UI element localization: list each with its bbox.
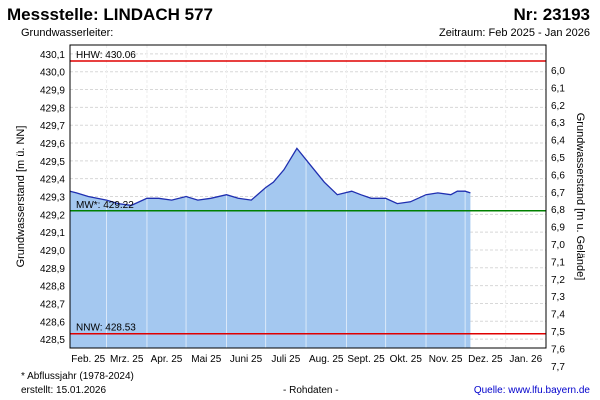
- source-link[interactable]: www.lfu.bayern.de: [508, 385, 590, 396]
- y-right-tick-label: 6,2: [551, 101, 565, 112]
- source-label: Quelle:: [473, 385, 506, 396]
- y-right-tick-label: 7,4: [551, 310, 565, 321]
- y-right-tick-label: 7,2: [551, 275, 565, 286]
- y-right-tick-label: 7,3: [551, 292, 565, 303]
- created-date: erstellt: 15.01.2026: [21, 385, 107, 396]
- y-axis-label-right: Grundwasserstand [m u. Gelände]: [574, 113, 586, 281]
- x-tick-label: Sept. 25: [347, 354, 385, 365]
- mw-line-label: MW*: 429.22: [76, 200, 134, 211]
- y-right-tick-label: 7,1: [551, 257, 565, 268]
- y-right-tick-label: 6,9: [551, 223, 565, 234]
- y-tick-label: 429,1: [40, 228, 65, 239]
- nnw-line-label: NNW: 428.53: [76, 323, 136, 334]
- y-tick-label: 430,0: [40, 68, 65, 79]
- y-tick-label: 428,7: [40, 299, 65, 310]
- y-tick-label: 430,1: [40, 50, 65, 61]
- plot-frame: [69, 44, 547, 349]
- groundwater-line: [69, 147, 471, 207]
- y-tick-label: 428,6: [40, 317, 65, 328]
- x-tick-label: Feb. 25: [71, 354, 105, 365]
- y-right-tick-label: 6,0: [551, 66, 565, 77]
- hhw-line-label: HHW: 430.06: [76, 50, 136, 61]
- x-tick-label: Mrz. 25: [110, 354, 144, 365]
- y-tick-label: 429,7: [40, 121, 65, 132]
- raw-data-note: - Rohdaten -: [283, 385, 339, 396]
- y-tick-label: 429,6: [40, 139, 65, 150]
- y-right-tick-label: 6,4: [551, 136, 565, 147]
- aquifer-label: Grundwasserleiter:: [21, 27, 114, 39]
- x-tick-label: Aug. 25: [309, 354, 344, 365]
- x-tick-label: Okt. 25: [390, 354, 423, 365]
- y-tick-label: 429,2: [40, 210, 65, 221]
- y-right-tick-label: 7,0: [551, 240, 565, 251]
- y-tick-label: 428,8: [40, 282, 65, 293]
- y-right-tick-label: 6,7: [551, 188, 565, 199]
- y-tick-label: 429,3: [40, 193, 65, 204]
- y-right-tick-label: 6,8: [551, 205, 565, 216]
- y-tick-label: 429,0: [40, 246, 65, 257]
- footnote: * Abflussjahr (1978-2024): [21, 371, 134, 382]
- y-right-tick-label: 7,6: [551, 344, 565, 355]
- y-right-tick-label: 6,6: [551, 170, 565, 181]
- y-tick-label: 428,5: [40, 335, 65, 346]
- y-tick-label: 429,5: [40, 157, 65, 168]
- x-tick-label: Mai 25: [191, 354, 221, 365]
- x-tick-label: Juni 25: [230, 354, 263, 365]
- y-tick-label: 429,9: [40, 86, 65, 97]
- chart-title: Messstelle: LINDACH 577: [7, 5, 213, 24]
- y-right-tick-label: 7,7: [551, 362, 565, 373]
- y-axis-label: Grundwasserstand [m ü. NN]: [15, 126, 27, 268]
- x-tick-label: Juli 25: [271, 354, 300, 365]
- y-right-tick-label: 7,5: [551, 327, 565, 338]
- x-tick-label: Nov. 25: [429, 354, 463, 365]
- station-number: Nr: 23193: [513, 5, 590, 24]
- y-tick-label: 428,9: [40, 264, 65, 275]
- period-label: Zeitraum: Feb 2025 - Jan 2026: [438, 27, 590, 39]
- y-right-tick-label: 6,3: [551, 118, 565, 129]
- y-right-tick-label: 6,5: [551, 153, 565, 164]
- x-tick-label: Apr. 25: [151, 354, 183, 365]
- y-tick-label: 429,4: [40, 175, 65, 186]
- x-tick-label: Jan. 26: [509, 354, 542, 365]
- source-info: Quelle: www.lfu.bayern.de: [474, 385, 590, 396]
- y-right-tick-label: 6,1: [551, 83, 565, 94]
- y-tick-label: 429,8: [40, 103, 65, 114]
- x-tick-label: Dez. 25: [468, 354, 503, 365]
